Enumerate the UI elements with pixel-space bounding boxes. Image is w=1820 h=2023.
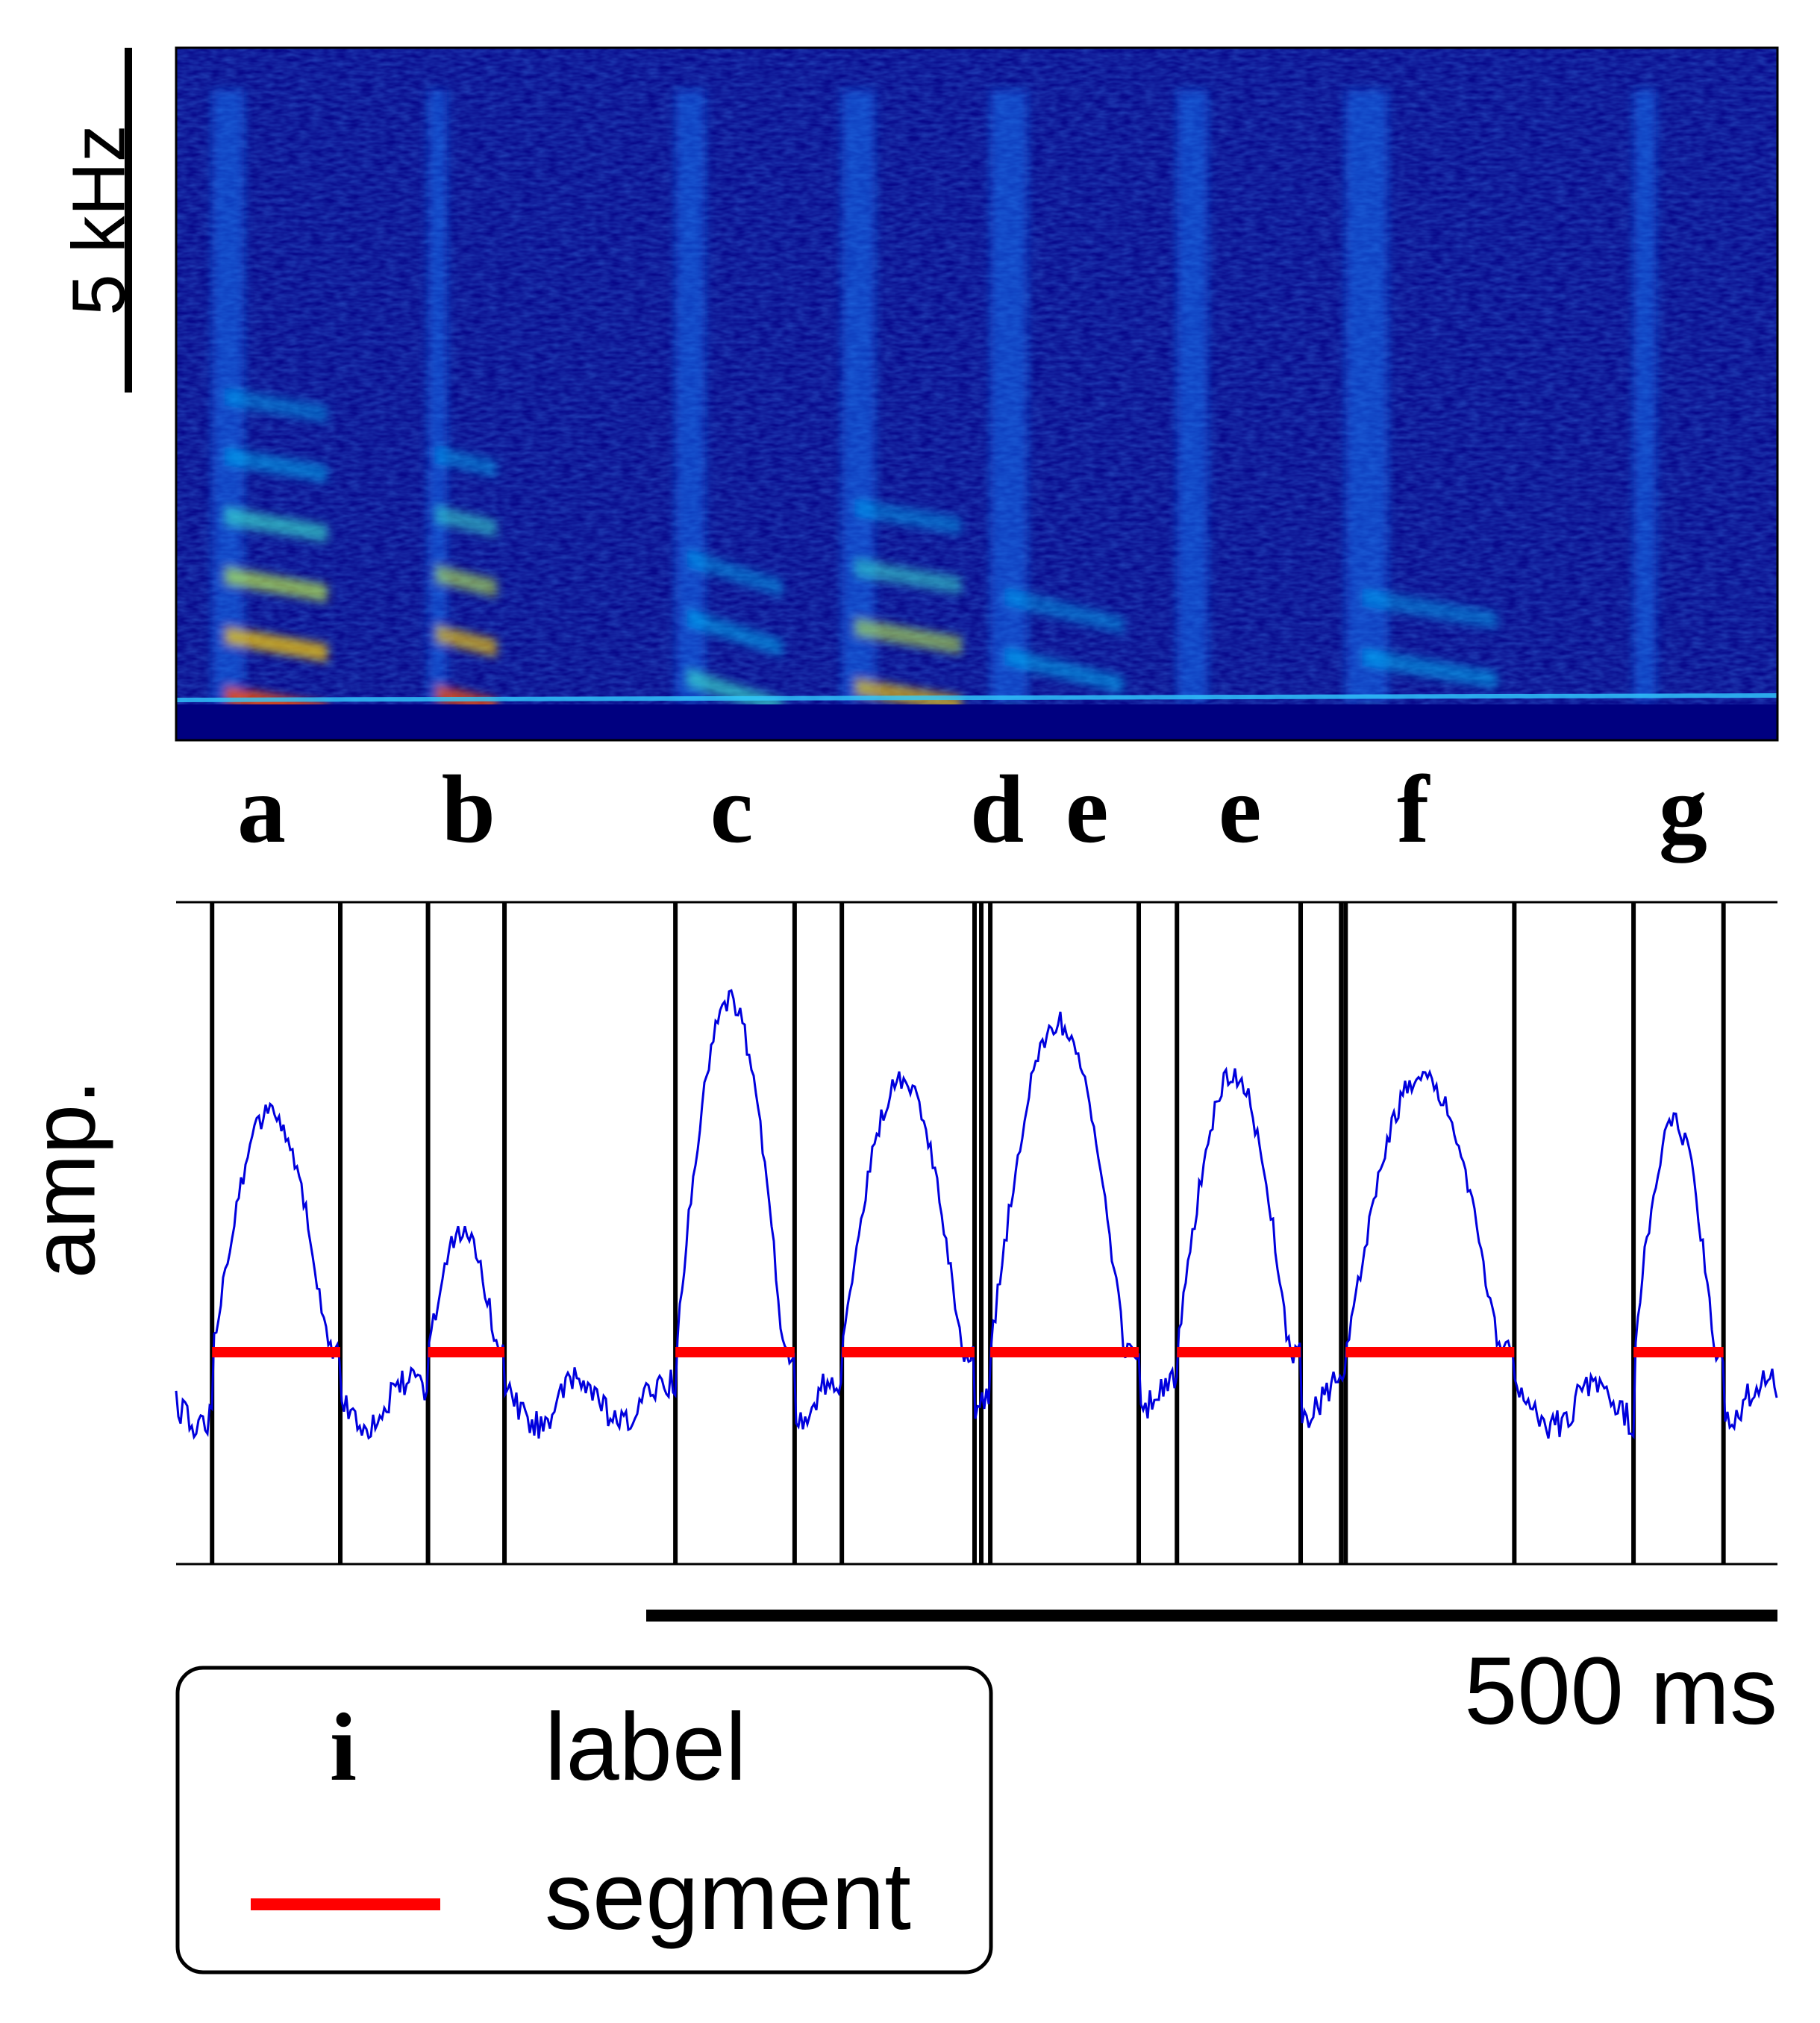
boundary-lines: [210, 902, 1726, 1564]
legend-box: [175, 1666, 993, 1974]
syllable-label: a: [237, 756, 286, 863]
frequency-scale-label: 5 kHz: [57, 125, 140, 316]
syllable-label: e: [1219, 756, 1262, 863]
syllable-label: f: [1397, 756, 1430, 863]
syllable-label: e: [1066, 756, 1109, 863]
amplitude-axis-label: amp.: [14, 1080, 114, 1279]
amplitude-panel: [175, 901, 1778, 1566]
spectrogram-noise: [176, 48, 1777, 704]
legend: i label segment: [175, 1666, 993, 1974]
syllable-label: c: [710, 756, 754, 863]
syllable-label: g: [1659, 756, 1707, 863]
legend-label-text: label: [545, 1694, 746, 1801]
syllable-label: b: [442, 756, 495, 863]
spectrogram: [176, 48, 1777, 740]
spectrogram-low-freq-floor: [176, 704, 1777, 740]
legend-label-symbol: i: [330, 1694, 357, 1801]
syllable-label: d: [970, 756, 1024, 863]
legend-segment-text: segment: [545, 1843, 911, 1950]
time-scale-label: 500 ms: [1464, 1638, 1777, 1745]
